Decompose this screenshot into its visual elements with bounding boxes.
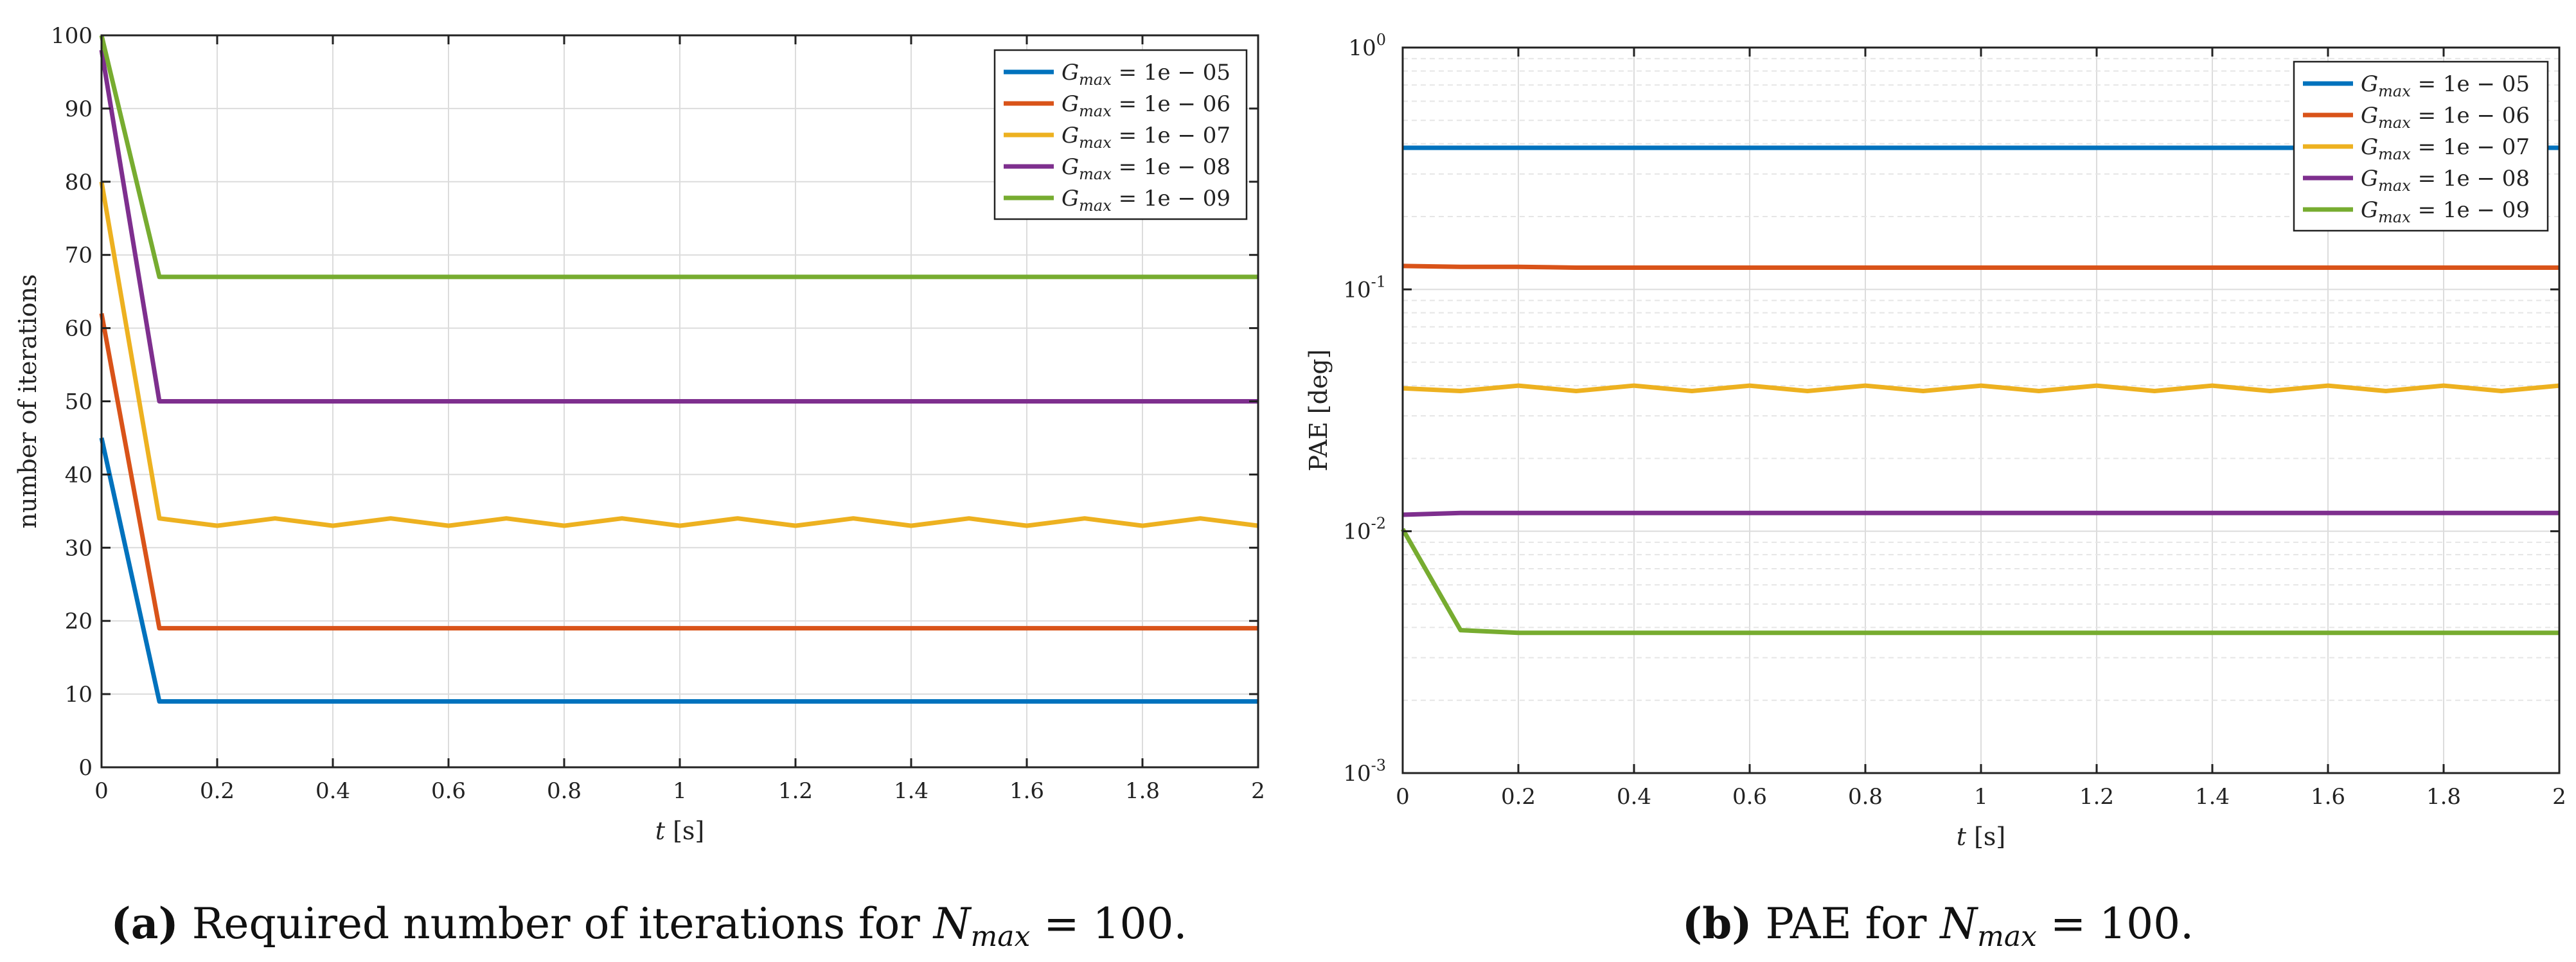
caption-b: (b) PAE for Nmax = 100. (1682, 898, 2194, 953)
caption-a: (a) Required number of iterations for Nm… (111, 898, 1187, 953)
x-tick-label: 1.8 (1125, 778, 1160, 804)
legend-label-3: Gmax = 1e − 07 (2361, 134, 2530, 163)
x-tick-label: 1.4 (2195, 784, 2230, 810)
legend-label-1: Gmax = 1e − 05 (2361, 71, 2530, 100)
series-line-2 (1402, 263, 2559, 270)
series-line-4 (99, 49, 1258, 404)
y-tick-label: 80 (65, 170, 93, 195)
x-tick-label: 1.2 (2079, 784, 2114, 810)
x-tick-label: 1.4 (894, 778, 928, 804)
chart-iterations: 0 0.2 0.4 0.6 0.8 1 1.2 1.4 1.6 1.8 20102030405060… (13, 23, 1265, 845)
legend-label-4: Gmax = 1e − 08 (1061, 154, 1230, 183)
x-axis-label: t [s] (1957, 823, 2006, 851)
series-line-5 (1400, 528, 2559, 636)
y-axis-label: number of iterations (13, 274, 42, 528)
series-line-5 (99, 35, 1258, 280)
y-tick-label: 10 (65, 682, 93, 708)
y-tick-label: 0 (78, 755, 93, 781)
y-tick-label: 10-1 (1343, 272, 1386, 303)
series-line-3 (99, 181, 1259, 528)
y-tick-label: 40 (65, 462, 93, 488)
series-line-3 (1402, 383, 2560, 393)
y-axis-label: PAE [deg] (1304, 349, 1333, 471)
y-tick-label: 100 (51, 23, 93, 49)
y-tick-label: 60 (65, 316, 93, 342)
legend-label-2: Gmax = 1e − 06 (1061, 91, 1230, 120)
x-axis-label: t [s] (655, 817, 705, 845)
x-tick-label: 1 (673, 778, 687, 804)
x-tick-label: 0.4 (315, 778, 350, 804)
series-line-1 (99, 437, 1258, 704)
x-tick-label: 1.6 (1009, 778, 1044, 804)
series-line-4 (1402, 510, 2559, 517)
x-tick-label: 0.6 (1732, 784, 1767, 810)
x-tick-label: 1.2 (778, 778, 813, 804)
x-tick-label: 0.2 (1501, 784, 1536, 810)
x-tick-label: 0.2 (200, 778, 235, 804)
legend-label-5: Gmax = 1e − 09 (2361, 197, 2530, 226)
y-tick-label: 10-3 (1343, 756, 1386, 787)
x-tick-label: 2 (2552, 784, 2566, 810)
y-tick-label: 10-2 (1343, 515, 1386, 545)
x-tick-label: 1 (1974, 784, 1988, 810)
legend-label-3: Gmax = 1e − 07 (1061, 123, 1230, 152)
y-tick-label: 90 (65, 96, 93, 122)
x-tick-label: 0.8 (1848, 784, 1883, 810)
legend-label-2: Gmax = 1e − 06 (2361, 103, 2530, 132)
x-tick-label: 1.6 (2311, 784, 2345, 810)
legend-label-5: Gmax = 1e − 09 (1061, 186, 1230, 215)
y-tick-label: 50 (65, 389, 93, 415)
x-tick-label: 0.8 (547, 778, 582, 804)
chart-pae: 0 0.2 0.4 0.6 0.8 1 1.2 1.4 1.6 1.8 2 10-3 10-2 10-1 1… (1304, 31, 2566, 851)
y-tick-label: 30 (65, 535, 93, 561)
series-line-2 (99, 313, 1258, 631)
y-tick-label: 70 (65, 243, 93, 269)
x-tick-label: 0.6 (431, 778, 466, 804)
legend-label-1: Gmax = 1e − 05 (1061, 60, 1230, 89)
x-tick-label: 0 (1396, 784, 1410, 810)
x-tick-label: 2 (1251, 778, 1265, 804)
x-tick-label: 0.4 (1617, 784, 1651, 810)
x-tick-label: 1.8 (2426, 784, 2461, 810)
y-tick-label: 100 (1348, 31, 1386, 61)
x-tick-label: 0 (94, 778, 109, 804)
y-tick-label: 20 (65, 609, 93, 634)
legend-label-4: Gmax = 1e − 08 (2361, 166, 2530, 195)
